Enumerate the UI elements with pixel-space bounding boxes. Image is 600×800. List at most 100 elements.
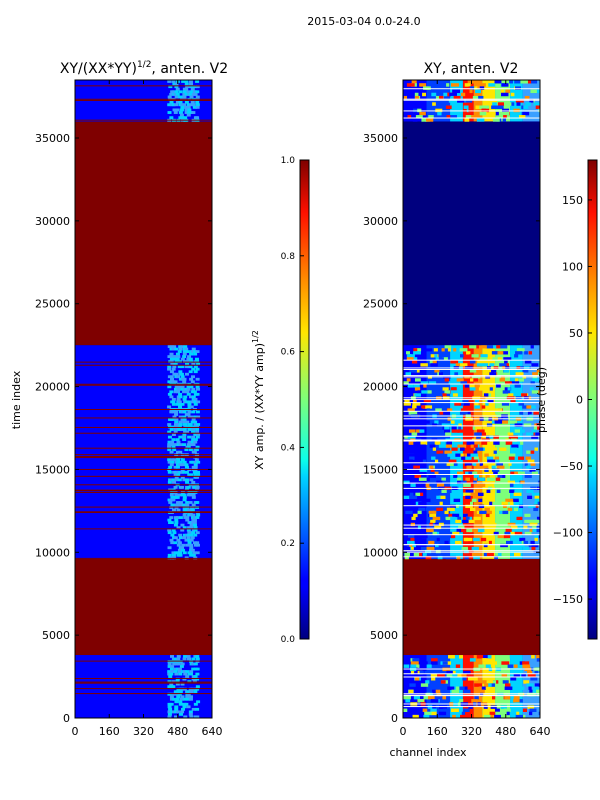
heatmap-cell: [191, 347, 196, 351]
heatmap-cell: [472, 537, 480, 542]
heatmap-cell: [193, 420, 198, 424]
heatmap-cell: [180, 458, 185, 462]
heatmap-cell: [497, 552, 502, 557]
heatmap-cell: [533, 507, 539, 512]
heatmap-cell: [180, 345, 185, 348]
heatmap-gap-line: [403, 673, 540, 675]
heatmap-flag-line: [75, 511, 212, 513]
heatmap-cell: [511, 447, 518, 451]
heatmap-cell: [474, 399, 480, 403]
heatmap-cell: [185, 543, 190, 547]
heatmap-cell: [179, 372, 184, 376]
heatmap-cell: [167, 480, 172, 484]
heatmap-flag-line: [75, 660, 212, 662]
heatmap-cell: [474, 695, 479, 700]
heatmap-cell: [178, 90, 183, 94]
heatmap-cell: [487, 477, 495, 481]
heatmap-cell: [452, 555, 456, 560]
heatmap-cell: [438, 711, 447, 716]
heatmap-gap-line: [403, 676, 540, 678]
heatmap-cell: [532, 528, 540, 533]
heatmap-cell: [174, 521, 179, 525]
heatmap-cell: [469, 360, 476, 364]
heatmap-cell: [530, 405, 536, 409]
heatmap-cell: [174, 355, 179, 359]
heatmap-cell: [191, 496, 196, 499]
heatmap-cell: [187, 428, 192, 431]
heatmap-cell: [530, 80, 538, 84]
heatmap-cell: [520, 429, 525, 433]
heatmap-cell: [515, 86, 521, 90]
heatmap-cell: [480, 537, 487, 542]
heatmap-cell: [463, 549, 469, 554]
heatmap-cell: [177, 402, 182, 406]
heatmap-cell: [184, 80, 189, 83]
heatmap-cell: [455, 519, 462, 524]
heatmap-cell: [185, 350, 190, 353]
heatmap-cell: [191, 428, 196, 431]
heatmap-cell: [187, 415, 192, 419]
heatmap-cell: [185, 501, 190, 504]
heatmap-cell: [439, 705, 448, 709]
heatmap-cell: [531, 492, 540, 496]
heatmap-cell: [195, 707, 200, 711]
heatmap-cell: [195, 501, 200, 504]
panel2-ticks: 0 5000 10000 15000 20000 25000 30000 35000 0 160 3…: [363, 80, 551, 738]
heatmap-gap-line: [403, 368, 540, 370]
heatmap-cell: [491, 525, 496, 530]
heatmap-cell: [167, 672, 172, 676]
heatmap-cell: [414, 408, 423, 412]
heatmap-cell: [167, 662, 172, 666]
heatmap-cell: [171, 380, 176, 384]
heatmap-cell: [171, 508, 176, 512]
heatmap-cell: [189, 538, 194, 542]
heatmap-cell: [196, 362, 201, 366]
heatmap-cell: [472, 495, 479, 499]
heatmap-cell: [495, 477, 501, 481]
heatmap-cell: [536, 655, 540, 659]
heatmap-cell: [478, 504, 485, 509]
heatmap-cell: [195, 116, 200, 120]
heatmap-cell: [516, 102, 521, 106]
heatmap-cell: [180, 475, 185, 479]
heatmap-cell: [439, 411, 447, 415]
heatmap-cell: [504, 102, 512, 106]
heatmap-cell: [465, 477, 470, 481]
heatmap-cell: [180, 528, 185, 532]
heatmap-cell: [413, 348, 418, 352]
heatmap-band-flag: [403, 558, 540, 656]
heatmap-cell: [410, 664, 417, 668]
heatmap-cell: [178, 450, 183, 454]
heatmap-band-low: [403, 121, 540, 346]
heatmap-cell: [424, 670, 429, 675]
heatmap-cell: [417, 390, 424, 394]
heatmap-cell: [177, 365, 182, 369]
heatmap-cell: [524, 351, 528, 355]
heatmap-cell: [182, 687, 187, 691]
heatmap-cell: [409, 543, 414, 548]
heatmap-flag-line: [75, 455, 212, 457]
heatmap-cell: [174, 90, 179, 94]
heatmap-cell: [514, 552, 521, 557]
heatmap-cell: [172, 345, 177, 348]
heatmap-cell: [500, 705, 507, 709]
heatmap-cell: [503, 504, 507, 509]
heatmap-cell: [503, 534, 511, 539]
heatmap-cell: [489, 435, 495, 439]
heatmap-cell: [456, 555, 461, 560]
heatmap-cell: [494, 420, 503, 424]
heatmap-cell: [189, 543, 194, 547]
heatmap-cell: [193, 465, 198, 469]
heatmap-cell: [404, 552, 410, 557]
heatmap-cell: [408, 411, 416, 415]
panel2-title: XY, anten. V2: [424, 61, 519, 77]
heatmap-cell: [446, 673, 453, 678]
heatmap-cell: [486, 423, 493, 427]
heatmap-cell: [187, 402, 192, 406]
heatmap-cell: [188, 423, 193, 426]
heatmap-cell: [436, 692, 442, 697]
heatmap-cell: [192, 521, 197, 525]
heatmap-cell: [434, 543, 439, 548]
heatmap-cell: [485, 664, 491, 668]
heatmap-cell: [445, 516, 453, 521]
